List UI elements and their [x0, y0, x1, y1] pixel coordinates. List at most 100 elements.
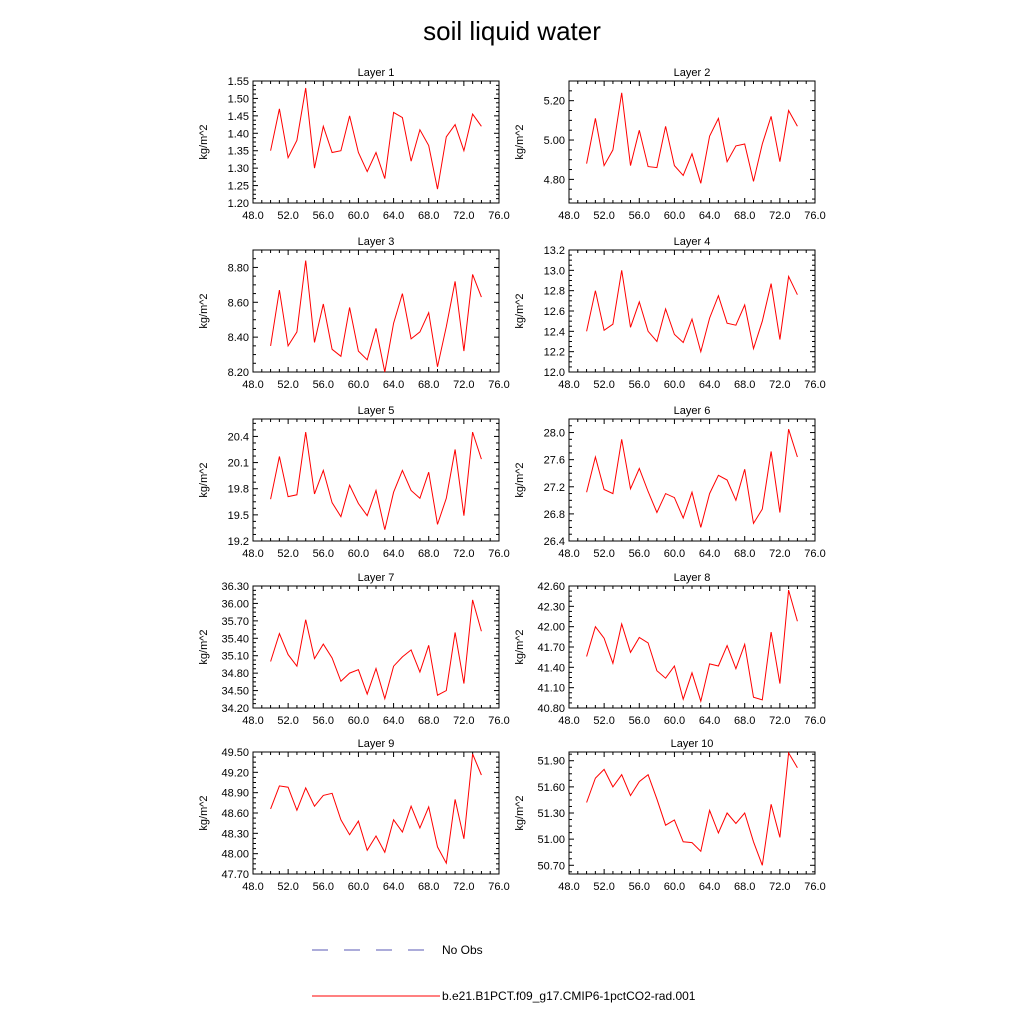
panel-8-xtick-label: 64.0 [699, 715, 720, 727]
panel-9-ytick-label: 48.00 [221, 849, 249, 861]
panel-9-series-line [270, 753, 482, 865]
panel-1-title: Layer 1 [358, 67, 395, 79]
panel-4-xtick-label: 68.0 [734, 379, 755, 391]
panel-6-xtick-label: 52.0 [593, 548, 614, 560]
panel-8-ytick-label: 42.60 [537, 581, 565, 593]
panel-5-frame [252, 418, 500, 542]
panel-10-xtick-label: 60.0 [664, 881, 685, 893]
panel-8-ytick-label: 42.00 [537, 622, 565, 634]
panel-10-xtick-label: 76.0 [804, 881, 825, 893]
panel-1-series-line [270, 87, 482, 190]
panel-10-xtick-label: 52.0 [593, 881, 614, 893]
panel-5-xtick-label: 76.0 [488, 548, 509, 560]
panel-3-xtick-label: 72.0 [453, 379, 474, 391]
panel-4-xtick-label: 48.0 [558, 379, 579, 391]
panel-2-xtick-label: 72.0 [769, 210, 790, 222]
panel-5-xtick-label: 72.0 [453, 548, 474, 560]
panel-7-xtick-label: 48.0 [242, 715, 263, 727]
figure-title: soil liquid water [423, 16, 601, 46]
panel-9-xtick-label: 56.0 [313, 881, 334, 893]
panel-9-title: Layer 9 [358, 738, 395, 750]
panel-8-frame [568, 585, 816, 709]
panel-6-ytick-label: 28.0 [544, 428, 565, 440]
panel-2-ytick-label: 5.00 [544, 135, 565, 147]
panel-4-ytick-label: 12.2 [544, 347, 565, 359]
panel-4-frame [568, 249, 816, 373]
panel-5-ytick-label: 20.4 [228, 431, 249, 443]
panel-8-xtick-label: 48.0 [558, 715, 579, 727]
panel-2-xtick-label: 48.0 [558, 210, 579, 222]
panel-4-ytick-label: 12.4 [544, 326, 565, 338]
panel-9-xtick-label: 68.0 [418, 881, 439, 893]
panel-5-ytick-label: 20.1 [228, 458, 249, 470]
panel-4-xtick-label: 52.0 [593, 379, 614, 391]
panel-8-ytick-label: 42.30 [537, 601, 565, 613]
panel-6-xtick-label: 48.0 [558, 548, 579, 560]
panel-6: Layer 6 kg/m^2 48.0 52.0 56.0 60.0 64.0 68.0 72.… [514, 405, 826, 560]
panel-5-xtick-label: 52.0 [277, 548, 298, 560]
panel-7-xtick-label: 52.0 [277, 715, 298, 727]
panel-4-xtick-label: 60.0 [664, 379, 685, 391]
panel-5: Layer 5 kg/m^2 48.0 52.0 56.0 60.0 64.0 68.0 72.… [198, 405, 510, 560]
panel-6-xtick-label: 72.0 [769, 548, 790, 560]
panel-10-xtick-label: 68.0 [734, 881, 755, 893]
panel-7-xtick-label: 64.0 [383, 715, 404, 727]
panel-1-ytick-label: 1.55 [228, 76, 249, 88]
panel-3-series-line [270, 260, 482, 373]
panel-6-xtick-label: 68.0 [734, 548, 755, 560]
panel-7: Layer 7 kg/m^2 48.0 52.0 56.0 60.0 64.0 68.0 72.… [198, 572, 510, 727]
panel-7-xtick-label: 72.0 [453, 715, 474, 727]
panel-1-ytick-label: 1.50 [228, 93, 249, 105]
panel-9-ytick-label: 48.90 [221, 788, 249, 800]
panel-3-ytick-label: 8.60 [228, 297, 249, 309]
panel-6-ylabel: kg/m^2 [514, 462, 526, 497]
panel-3: Layer 3 kg/m^2 48.0 52.0 56.0 60.0 64.0 68.0 72.… [198, 236, 510, 391]
panel-7-ylabel: kg/m^2 [198, 629, 210, 664]
legend: No Obs b.e21.B1PCT.f09_g17.CMIP6-1pctCO2… [312, 943, 696, 1003]
panel-7-series-line [270, 599, 482, 701]
panel-9-ytick-label: 49.50 [221, 747, 249, 759]
panel-1-xtick-label: 64.0 [383, 210, 404, 222]
panel-6-frame [568, 418, 816, 542]
panel-7-ytick-label: 35.70 [221, 616, 249, 628]
panel-9-frame [252, 751, 500, 875]
panel-4-ylabel: kg/m^2 [514, 293, 526, 328]
panel-1-ytick-label: 1.35 [228, 146, 249, 158]
panel-4-xtick-label: 76.0 [804, 379, 825, 391]
panel-3-ylabel: kg/m^2 [198, 293, 210, 328]
panel-2-title: Layer 2 [674, 67, 711, 79]
panel-4: Layer 4 kg/m^2 48.0 52.0 56.0 60.0 64.0 68.0 72.… [514, 236, 826, 391]
panel-4-title: Layer 4 [674, 236, 711, 248]
panel-5-ytick-label: 19.8 [228, 484, 249, 496]
legend-obs-label: No Obs [442, 943, 483, 957]
panel-9: Layer 9 kg/m^2 48.0 52.0 56.0 60.0 64.0 68.0 72.… [198, 738, 510, 893]
panel-1-xtick-label: 68.0 [418, 210, 439, 222]
panel-6-xtick-label: 76.0 [804, 548, 825, 560]
panel-10-series-line [586, 751, 798, 866]
panel-6-series-line [586, 429, 798, 528]
panel-3-ytick-label: 8.80 [228, 262, 249, 274]
panel-2-series-line [586, 92, 798, 184]
panel-10-xtick-label: 72.0 [769, 881, 790, 893]
panel-6-ytick-label: 27.2 [544, 482, 565, 494]
panel-3-xtick-label: 76.0 [488, 379, 509, 391]
panel-5-xtick-label: 68.0 [418, 548, 439, 560]
panel-7-ytick-label: 35.10 [221, 651, 249, 663]
panel-3-xtick-label: 56.0 [313, 379, 334, 391]
panel-5-title: Layer 5 [358, 405, 395, 417]
panel-4-series-line [586, 270, 798, 354]
panel-5-ylabel: kg/m^2 [198, 462, 210, 497]
panel-5-xtick-label: 48.0 [242, 548, 263, 560]
panel-8-xtick-label: 56.0 [629, 715, 650, 727]
panel-8-xtick-label: 68.0 [734, 715, 755, 727]
panel-8-xtick-label: 60.0 [664, 715, 685, 727]
panel-8-xtick-label: 72.0 [769, 715, 790, 727]
panel-9-ylabel: kg/m^2 [198, 795, 210, 830]
panel-3-ytick-label: 8.40 [228, 332, 249, 344]
panel-8-ytick-label: 41.10 [537, 683, 565, 695]
panel-7-xtick-label: 56.0 [313, 715, 334, 727]
panel-10-xtick-label: 56.0 [629, 881, 650, 893]
panel-1-ytick-label: 1.45 [228, 111, 249, 123]
